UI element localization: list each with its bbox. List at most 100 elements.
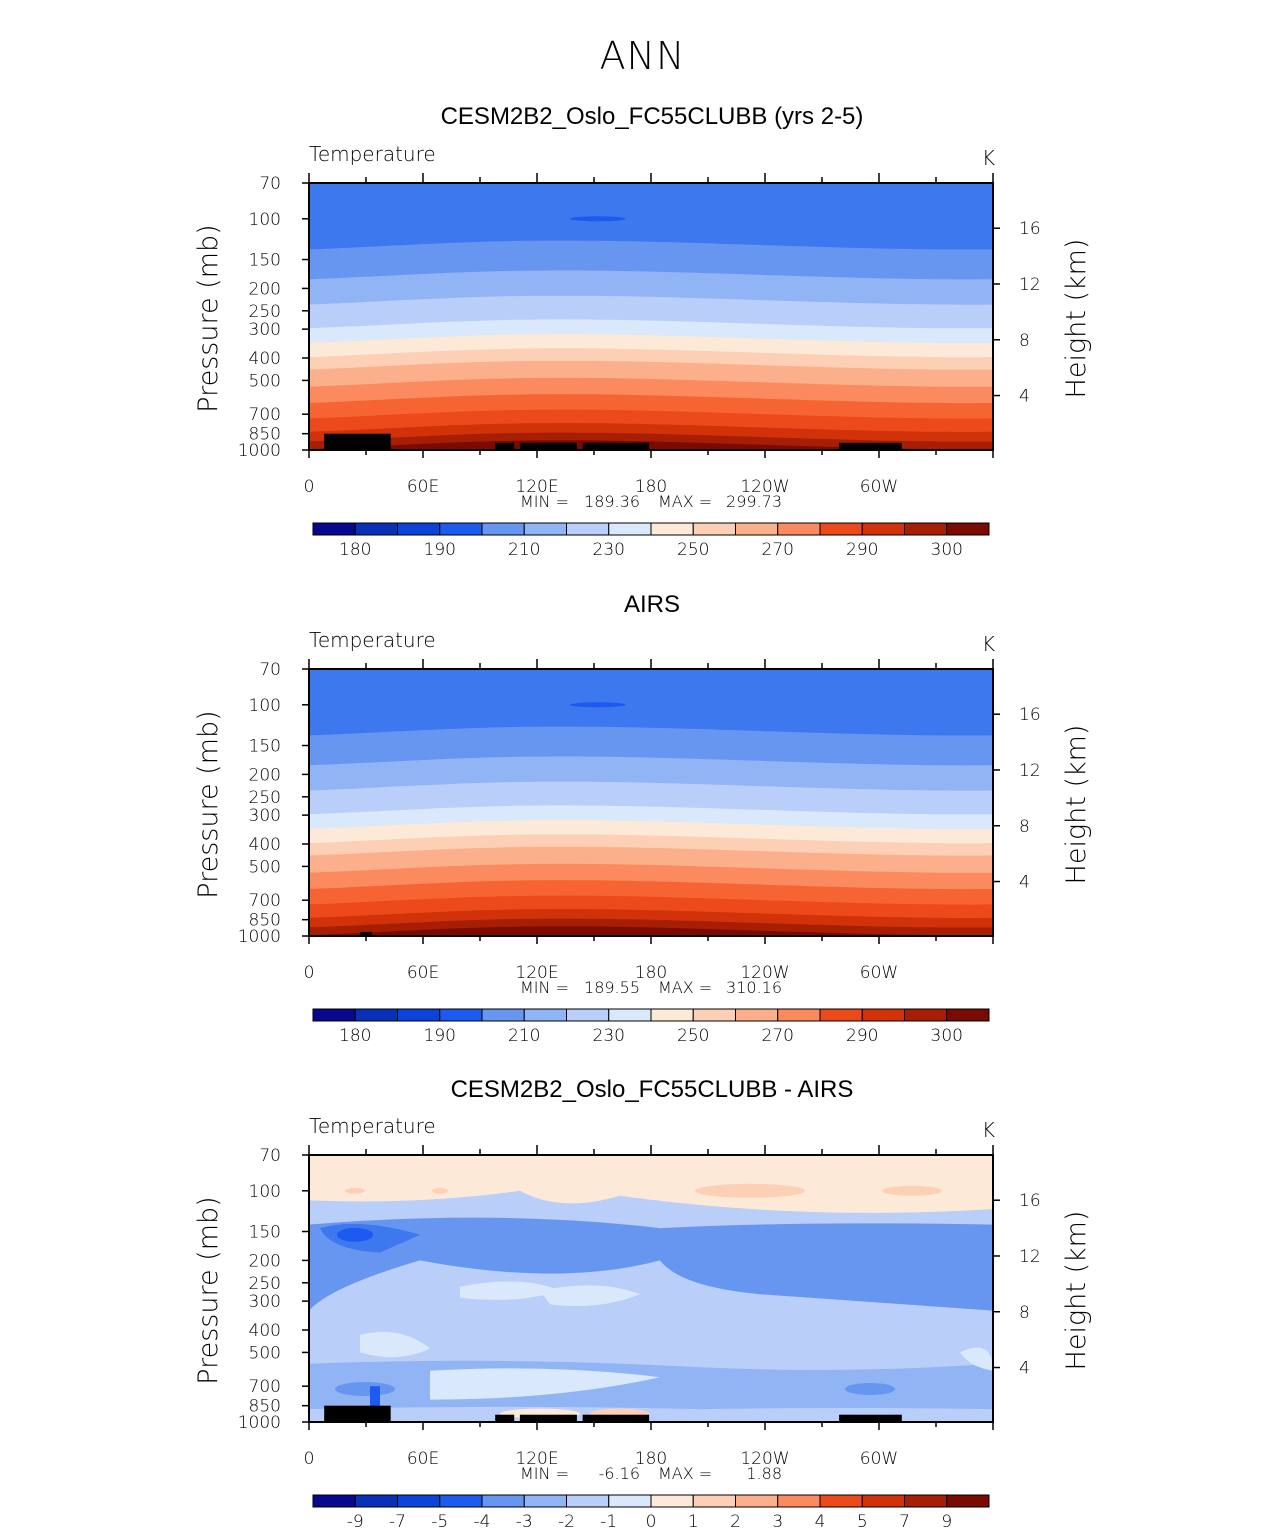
topography-mask xyxy=(495,442,515,450)
max-value: 1.88 xyxy=(746,1464,782,1483)
colorbar-swatch xyxy=(819,1494,863,1508)
negative-region xyxy=(335,1382,395,1397)
y-tick-label: 700 xyxy=(249,891,281,911)
x-tick-label: 0 xyxy=(304,1449,315,1469)
topography-mask xyxy=(519,1414,577,1422)
y-tick-label: 150 xyxy=(249,251,281,271)
colorbar-label: 250 xyxy=(677,540,709,560)
y-tick-label: 150 xyxy=(249,1223,281,1243)
y-tick-label: 400 xyxy=(249,349,281,369)
weak-region xyxy=(360,1331,430,1358)
y-axis-label: Pressure (mb) xyxy=(193,710,224,898)
colorbar-swatch xyxy=(946,522,990,536)
colorbar-swatch xyxy=(312,1494,356,1508)
topography-mask xyxy=(582,442,650,450)
x-tick-label: 60W xyxy=(860,477,898,497)
colorbar-label: 180 xyxy=(339,540,371,560)
colorbar-swatch xyxy=(692,522,736,536)
y-tick-label: 500 xyxy=(249,371,281,391)
y-tick-label: 100 xyxy=(249,696,281,716)
y-tick-label: 70 xyxy=(259,660,281,680)
colorbar-label: 4 xyxy=(815,1512,826,1531)
colorbar-swatch xyxy=(566,1494,610,1508)
positive-region xyxy=(882,1185,942,1196)
weak-region xyxy=(540,1285,640,1307)
cold-anomaly xyxy=(569,702,626,708)
y2-tick-label: 16 xyxy=(1019,705,1041,725)
colorbar-label: 290 xyxy=(846,1026,878,1046)
panel-title: CESM2B2_Oslo_FC55CLUBB (yrs 2-5) xyxy=(441,103,864,130)
y-tick-label: 500 xyxy=(249,857,281,877)
y2-tick-label: 8 xyxy=(1019,331,1030,351)
colorbar-swatch xyxy=(354,1008,398,1022)
y-tick-label: 400 xyxy=(249,835,281,855)
colorbar-swatch xyxy=(566,522,610,536)
x-tick-label: 180 xyxy=(635,1449,667,1469)
colorbar-swatch xyxy=(777,522,821,536)
y2-tick-label: 16 xyxy=(1019,219,1041,239)
colorbar-swatch xyxy=(397,1008,441,1022)
colorbar-swatch xyxy=(692,1494,736,1508)
cold-anomaly xyxy=(569,216,626,222)
x-tick-label: 120E xyxy=(515,477,558,497)
y-axis-label: Pressure (mb) xyxy=(193,1196,224,1384)
colorbar-label: 190 xyxy=(424,1026,456,1046)
colorbar-swatch xyxy=(946,1008,990,1022)
variable-label: Temperature xyxy=(309,142,436,166)
y-tick-label: 300 xyxy=(249,320,281,340)
colorbar-swatch xyxy=(946,1494,990,1508)
y-tick-label: 250 xyxy=(249,788,281,808)
y-tick-label: 300 xyxy=(249,1292,281,1312)
colorbar-swatch xyxy=(354,1494,398,1508)
max-label: MAX = xyxy=(658,978,712,997)
y-tick-label: 70 xyxy=(259,174,281,194)
y-tick-label: 700 xyxy=(249,405,281,425)
colorbar-label: -1 xyxy=(600,1512,617,1531)
y-tick-label: 100 xyxy=(249,210,281,230)
colorbar-label: -5 xyxy=(431,1512,448,1531)
colorbar-swatch xyxy=(735,522,779,536)
y-tick-label: 250 xyxy=(249,1274,281,1294)
panel-1: CESM2B2_Oslo_FC55CLUBB (yrs 2-5)Temperat… xyxy=(193,103,1092,560)
y-tick-label: 200 xyxy=(249,279,281,299)
colorbar-swatch xyxy=(650,1494,694,1508)
contour-field xyxy=(309,1155,993,1422)
x-tick-label: 0 xyxy=(304,963,315,983)
panel-title: CESM2B2_Oslo_FC55CLUBB - AIRS xyxy=(451,1076,854,1103)
min-label: MIN = xyxy=(520,1464,569,1483)
colorbar-swatch xyxy=(523,1008,567,1022)
topography-mask xyxy=(366,437,385,450)
colorbar: 180 190 210 230 250 270 290 300 xyxy=(312,522,990,560)
colorbar-swatch xyxy=(819,522,863,536)
positive-region xyxy=(309,1155,993,1213)
y-tick-label: 850 xyxy=(249,911,281,931)
weak-region xyxy=(309,1406,993,1422)
x-tick-label: 180 xyxy=(635,963,667,983)
colorbar-swatch xyxy=(904,1008,948,1022)
y2-tick-label: 16 xyxy=(1019,1191,1041,1211)
min-label: MIN = xyxy=(520,978,569,997)
figure-title: ANN xyxy=(599,34,686,78)
negative-region xyxy=(370,1386,380,1409)
colorbar-swatch xyxy=(354,522,398,536)
x-tick-label: 120E xyxy=(515,1449,558,1469)
colorbar: -9 -7 -5 -4 -3 -2 -1 0 1 2 3 4 5 7 9 xyxy=(312,1494,990,1531)
y-tick-label: 400 xyxy=(249,1321,281,1341)
topography-mask xyxy=(839,442,902,450)
colorbar-label: 7 xyxy=(899,1512,910,1531)
max-value: 299.73 xyxy=(726,492,782,511)
colorbar-swatch xyxy=(650,1008,694,1022)
topography-mask xyxy=(360,931,372,936)
negative-region xyxy=(309,1217,993,1311)
x-tick-label: 60E xyxy=(407,1449,439,1469)
colorbar-swatch xyxy=(481,522,525,536)
colorbar-label: 9 xyxy=(941,1512,952,1531)
y-tick-label: 200 xyxy=(249,765,281,785)
colorbar-swatch xyxy=(523,522,567,536)
topography-mask xyxy=(582,1414,650,1422)
colorbar-label: 230 xyxy=(593,540,625,560)
panel-3: CESM2B2_Oslo_FC55CLUBB - AIRS Temperature… xyxy=(193,1076,1092,1531)
x-tick-label: 120W xyxy=(740,477,789,497)
colorbar-label: 290 xyxy=(846,540,878,560)
